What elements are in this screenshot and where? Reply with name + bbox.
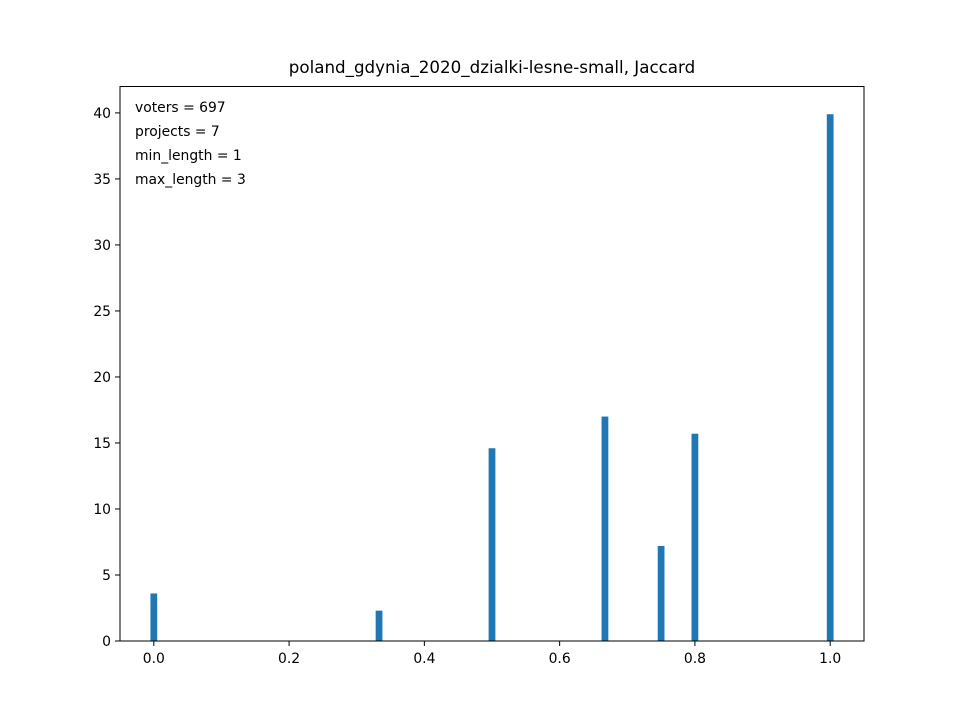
annotation-line-0: voters = 697 (135, 100, 226, 116)
plot-frame (119, 86, 865, 642)
y-tick-label-5: 25 (93, 304, 111, 320)
bar-2 (488, 448, 496, 641)
x-tick-label-5: 1.0 (819, 651, 841, 667)
annotation-line-3: max_length = 3 (135, 172, 246, 188)
bar-1 (375, 610, 383, 641)
y-tick-label-7: 35 (93, 172, 111, 188)
chart-title: poland_gdynia_2020_dzialki-lesne-small, … (289, 57, 695, 78)
x-tick-label-0: 0.0 (143, 651, 165, 667)
y-tick-label-1: 5 (102, 568, 111, 584)
y-tick-label-4: 20 (93, 370, 111, 386)
bar-0 (150, 593, 158, 641)
x-tick-label-1: 0.2 (278, 651, 300, 667)
y-tick-label-8: 40 (93, 106, 111, 122)
y-tick-label-2: 10 (93, 502, 111, 518)
x-tick-label-3: 0.6 (549, 651, 571, 667)
y-tick-label-0: 0 (102, 634, 111, 650)
annotation-box: voters = 697 projects = 7 min_length = 1 ma… (135, 100, 246, 188)
x-tick-label-2: 0.4 (413, 651, 435, 667)
x-tick-label-4: 0.8 (684, 651, 706, 667)
bar-4 (657, 545, 665, 641)
x-axis: 0.0 0.2 0.4 0.6 0.8 1.0 (143, 641, 841, 667)
bars-group (150, 114, 834, 642)
y-axis: 0 5 10 15 20 25 30 35 40 (93, 106, 120, 650)
annotation-line-2: min_length = 1 (135, 148, 242, 164)
annotation-line-1: projects = 7 (135, 124, 220, 140)
y-tick-label-6: 30 (93, 238, 111, 254)
bar-3 (601, 416, 609, 641)
y-tick-label-3: 15 (93, 436, 111, 452)
bar-5 (691, 433, 699, 641)
bar-6 (826, 114, 834, 642)
